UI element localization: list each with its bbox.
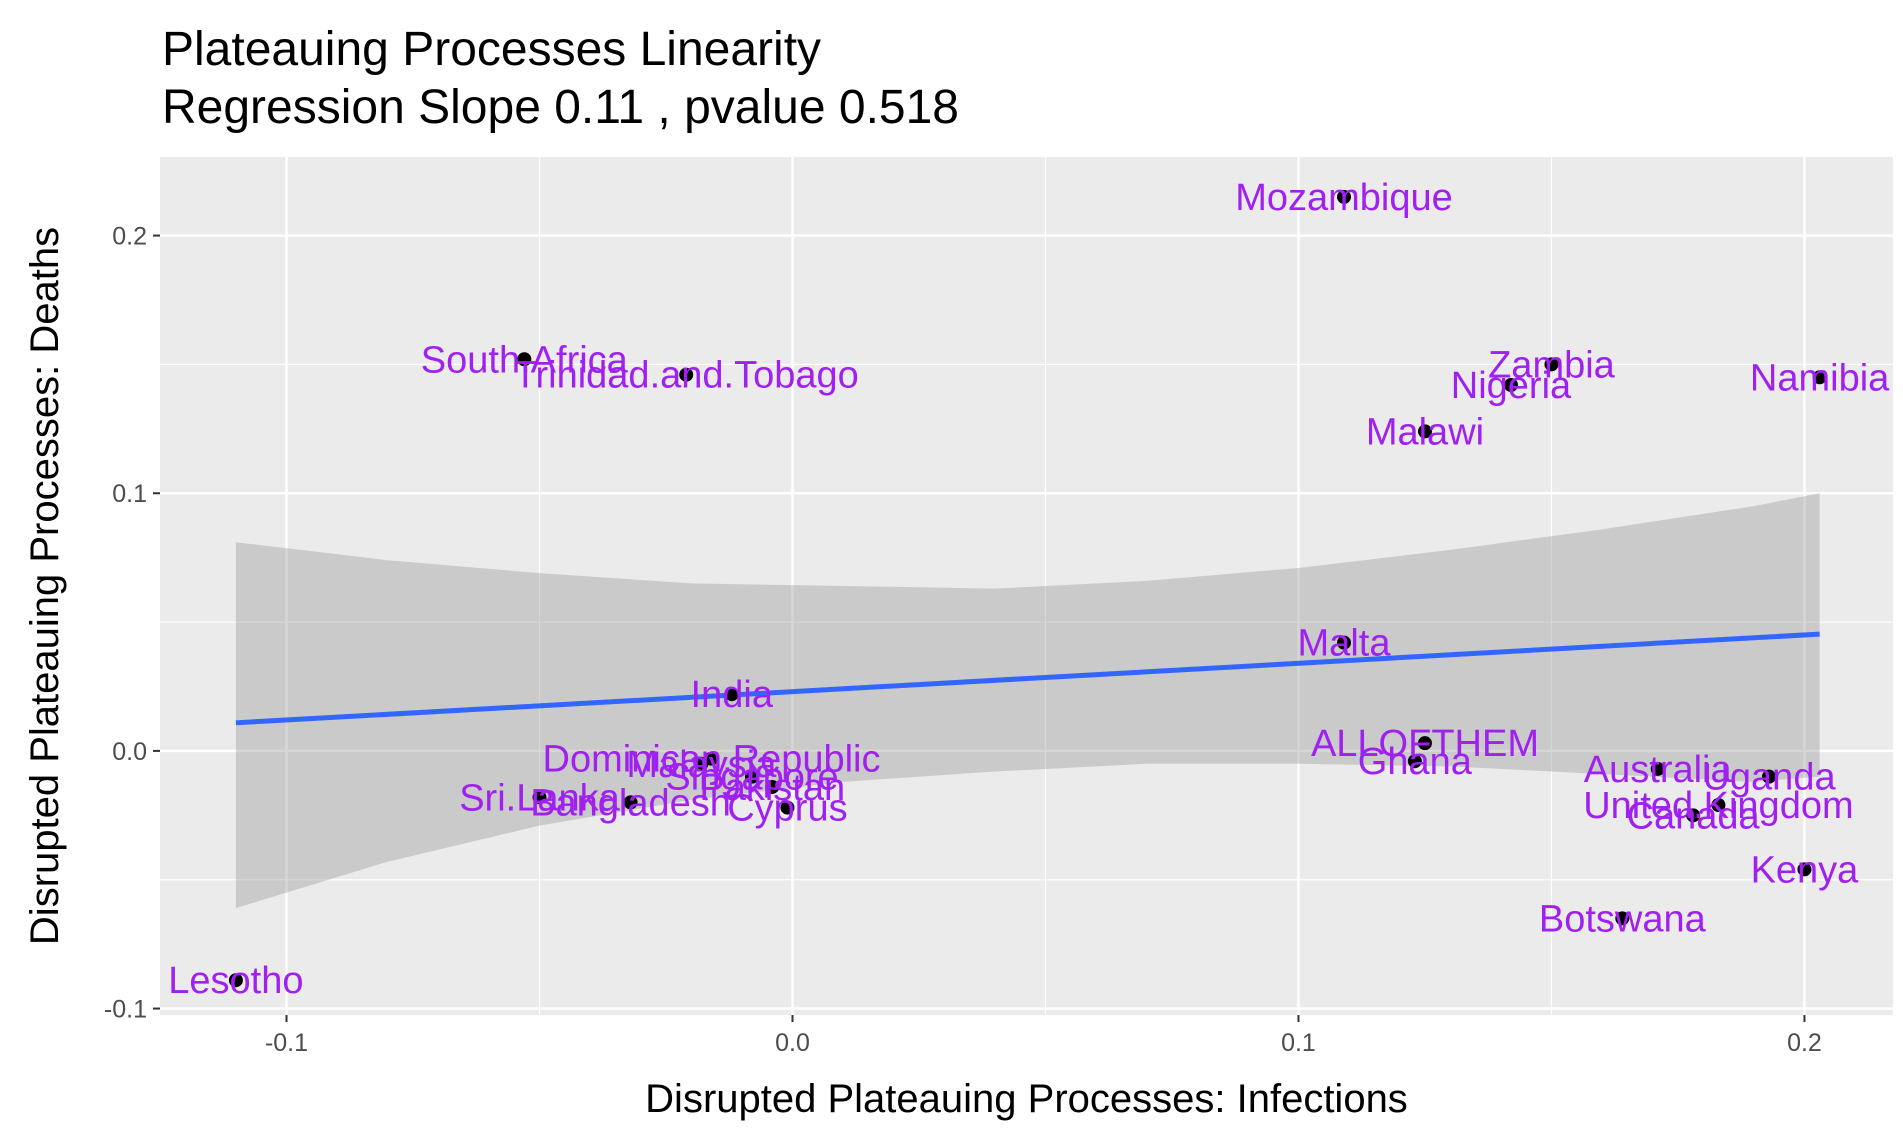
point-label: Malta: [1298, 623, 1392, 665]
point-label: Pakistan: [699, 767, 845, 809]
point-label: Singapore: [665, 757, 838, 799]
data-point: [780, 800, 795, 815]
x-axis-ticks: -0.1 0.0 0.1 0.2: [265, 1015, 1822, 1057]
data-point: [1337, 635, 1352, 650]
data-point: [1615, 911, 1630, 926]
x-tick-label: 0.2: [1787, 1029, 1822, 1057]
data-point: [1650, 761, 1665, 776]
point-label: Uganda: [1702, 757, 1836, 799]
point-label: Zambia: [1488, 344, 1616, 386]
point-label: Mozambique: [1235, 177, 1453, 219]
data-point: [1417, 736, 1432, 751]
point-label: Malawi: [1366, 411, 1484, 453]
data-point: [1503, 378, 1518, 393]
point-label: Lesotho: [168, 960, 303, 1002]
chart-title: Plateauing Processes Linearity: [162, 23, 822, 76]
point-label: Canada: [1627, 795, 1761, 837]
point-label: Kenya: [1751, 849, 1860, 891]
data-point: [228, 973, 243, 988]
data-point: [623, 795, 638, 810]
point-label: Nigeria: [1451, 365, 1572, 407]
point-label: Bangladesh: [530, 782, 731, 824]
data-points: [228, 189, 1827, 988]
data-point: [745, 769, 760, 784]
x-tick-label: 0.0: [775, 1029, 810, 1057]
plot-panel: [160, 157, 1893, 1015]
point-label: Australia: [1584, 749, 1733, 791]
y-axis-ticks: -0.1 0.0 0.1 0.2: [104, 223, 160, 1024]
data-point: [1686, 808, 1701, 823]
data-point: [1797, 862, 1812, 877]
point-label: Trinidad.and.Tobago: [514, 355, 859, 397]
data-point: [1407, 754, 1422, 769]
point-label: India: [691, 674, 774, 716]
data-point: [1762, 769, 1777, 784]
point-label: South.Africa: [421, 339, 629, 381]
point-label: Ghana: [1358, 741, 1473, 783]
chart-subtitle: Regression Slope 0.11 , pvalue 0.518: [162, 81, 959, 134]
point-labels: Mozambique South.AfricaTrinidad.and.Tobag…: [168, 177, 1890, 1002]
point-label: Cyprus: [727, 788, 847, 830]
major-gridlines: [160, 157, 1893, 1015]
data-point: [1812, 370, 1827, 385]
point-label: Sri.Lanka: [459, 777, 620, 819]
y-axis-title: Disrupted Plateauing Processes: Deaths: [23, 227, 67, 945]
point-label: Namibia: [1750, 357, 1890, 399]
regression-line: [235, 631, 1820, 726]
point-label: Dominican.Republic: [543, 739, 881, 781]
point-label: Botswana: [1539, 898, 1707, 940]
data-point: [532, 790, 547, 805]
x-axis-title: Disrupted Plateauing Processes: Infectio…: [645, 1077, 1408, 1121]
data-point: [765, 779, 780, 794]
y-tick-label: 0.2: [112, 223, 147, 251]
data-point: [1711, 798, 1726, 813]
point-label: ALLOFTHEM: [1311, 723, 1539, 765]
data-point: [679, 367, 694, 382]
y-tick-label: 0.1: [112, 480, 147, 508]
point-label: Malaysia: [626, 744, 777, 786]
data-point: [1544, 357, 1559, 372]
y-tick-label: 0.0: [112, 738, 147, 766]
x-tick-label: 0.1: [1281, 1029, 1316, 1057]
minor-gridlines: [160, 157, 1893, 1015]
y-tick-label: -0.1: [104, 996, 147, 1024]
data-point: [694, 756, 709, 771]
data-point: [1337, 189, 1352, 204]
x-tick-label: -0.1: [265, 1029, 308, 1057]
data-point: [517, 352, 532, 367]
data-point: [1417, 424, 1432, 439]
data-point: [724, 687, 739, 702]
point-label: United.Kingdom: [1583, 785, 1853, 827]
